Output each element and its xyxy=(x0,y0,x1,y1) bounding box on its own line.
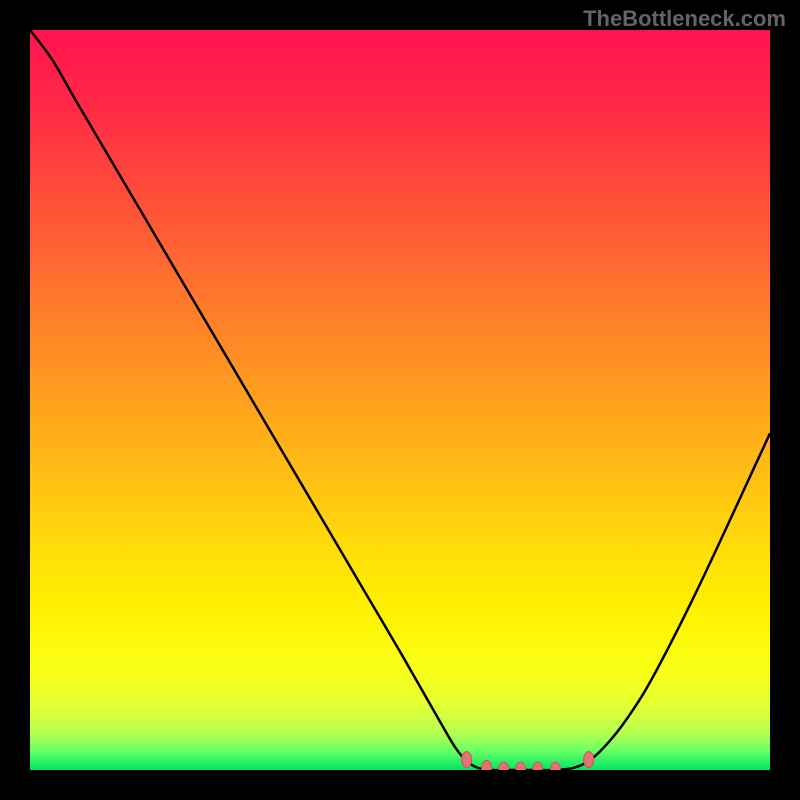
curve-marker xyxy=(462,752,472,768)
chart-container: TheBottleneck.com xyxy=(0,0,800,800)
curve-marker xyxy=(482,761,492,770)
curve-marker xyxy=(533,762,543,770)
bottleneck-curve xyxy=(30,30,770,770)
curve-marker xyxy=(516,762,526,770)
plot-area xyxy=(30,30,770,770)
curve-marker xyxy=(499,762,509,770)
curve-marker xyxy=(584,752,594,768)
curve-marker xyxy=(550,762,560,770)
watermark-text: TheBottleneck.com xyxy=(583,6,786,32)
